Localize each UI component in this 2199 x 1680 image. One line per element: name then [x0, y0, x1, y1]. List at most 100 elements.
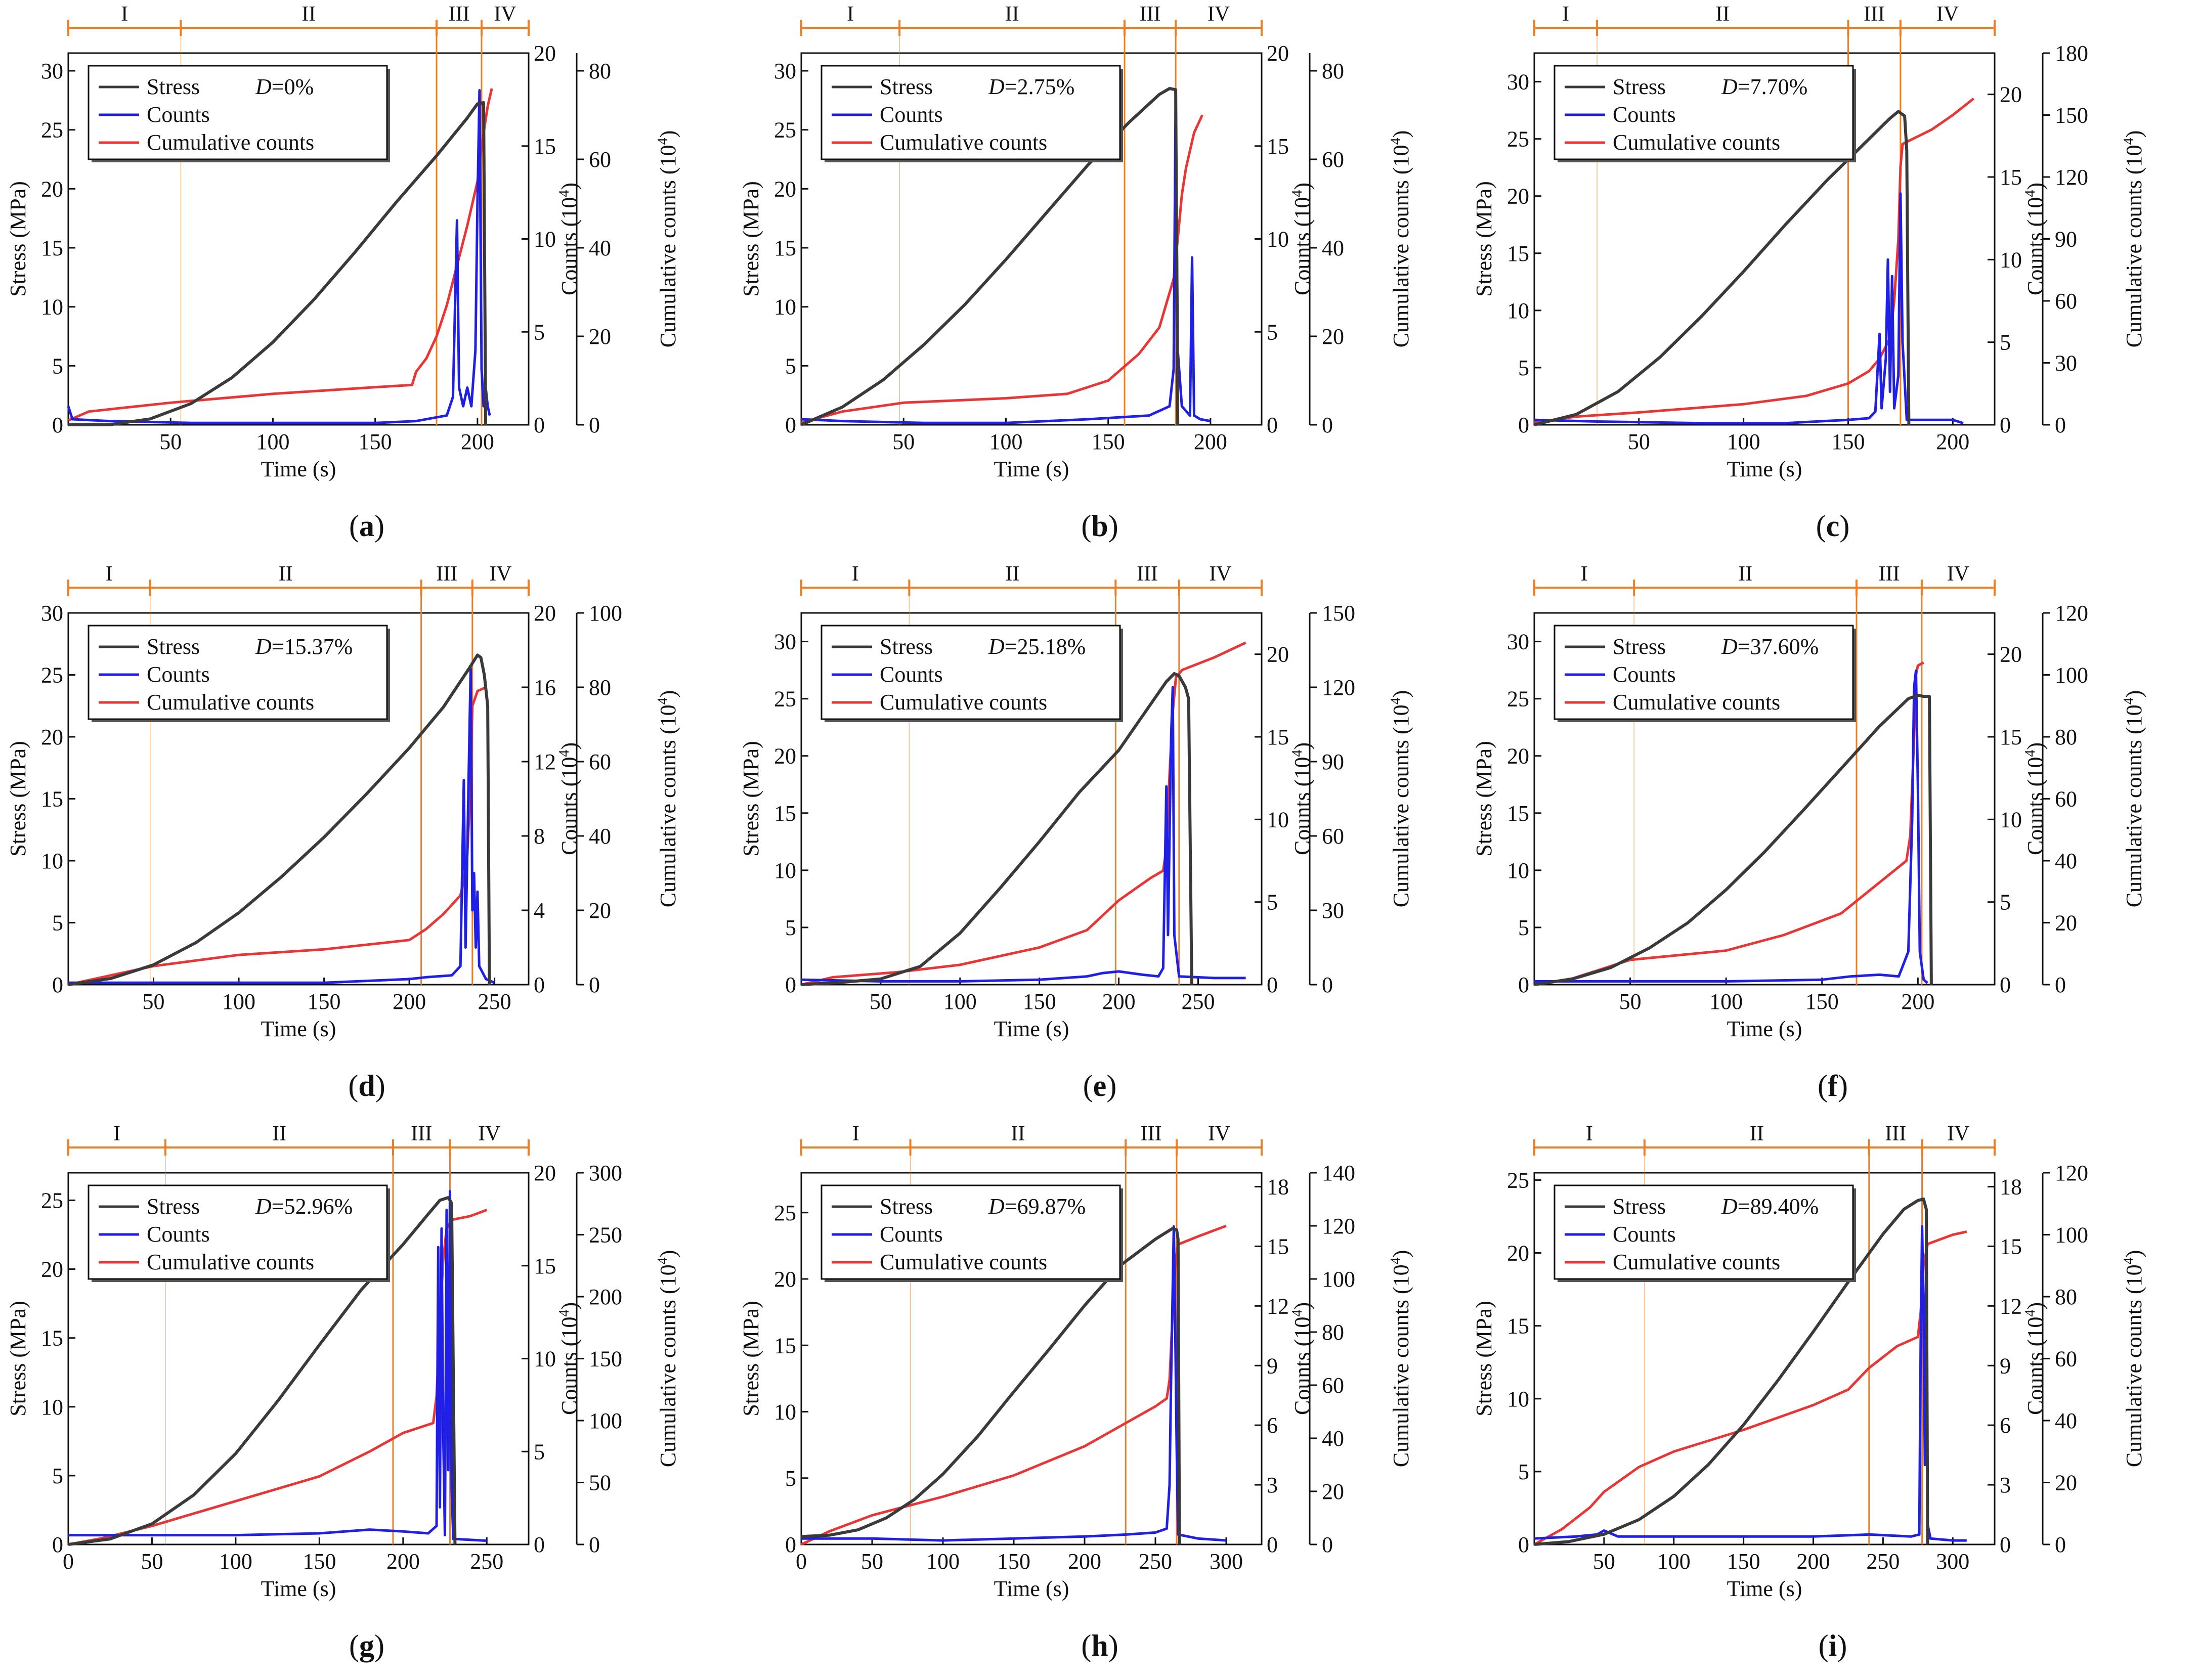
x-tick-label: 100 [989, 429, 1022, 454]
y-left-axis-title: Stress (MPa) [1472, 1301, 1496, 1417]
stage-label: I [847, 3, 854, 26]
y-right2-axis-title-close: ) [2122, 690, 2146, 698]
panel-label-close: ) [374, 509, 384, 543]
y-right1-axis-title-text: Counts (10 [1290, 757, 1315, 855]
y-right1-tick-label: 15 [2000, 725, 2022, 749]
x-axis-title: Time (s) [1727, 1576, 1802, 1601]
y-left-tick-label: 25 [774, 687, 796, 712]
y-right2-tick-label: 120 [1322, 1214, 1355, 1239]
panel-label-open: ( [1081, 509, 1091, 543]
stage-label: II [301, 3, 316, 26]
y-right2-tick-label: 150 [2055, 103, 2088, 128]
y-left-tick-label: 25 [774, 118, 796, 143]
y-right2-tick-label: 40 [2055, 1408, 2077, 1433]
y-right1-axis-title-close: ) [1290, 742, 1315, 750]
y-left-tick-label: 30 [1507, 630, 1529, 654]
stage-label: III [1864, 3, 1885, 26]
y-right2-axis-title: Cumulative counts (104) [1388, 690, 1413, 908]
panel-label-close: ) [1108, 509, 1118, 543]
legend-d-number: =2.75% [1005, 74, 1074, 99]
x-tick-label: 50 [159, 429, 182, 454]
y-left-tick-label: 5 [52, 353, 63, 378]
y-left-tick-label: 20 [774, 176, 796, 201]
panel-label-close: ) [374, 1629, 384, 1662]
y-right2-tick-label: 90 [1322, 749, 1344, 774]
x-tick-label: 200 [386, 1549, 420, 1574]
y-left-tick-label: 15 [774, 801, 796, 826]
y-right1-tick-label: 0 [2000, 413, 2011, 437]
stage-label: III [449, 3, 470, 26]
y-right2-tick-label: 180 [2055, 41, 2088, 66]
counts-line [801, 89, 1211, 424]
y-left-axis-title: Stress (MPa) [6, 1301, 30, 1417]
y-right2-tick-label: 150 [1322, 601, 1355, 626]
y-right1-axis-title: Counts (104) [2022, 742, 2048, 855]
y-right1-tick-label: 10 [1267, 227, 1289, 252]
y-right1-tick-label: 5 [1267, 320, 1278, 344]
y-right2-tick-label: 20 [2055, 911, 2077, 936]
y-left-tick-label: 15 [1507, 241, 1529, 266]
panel-label-close: ) [1837, 1629, 1847, 1662]
y-left-tick-label: 25 [774, 1201, 796, 1225]
y-right2-tick-label: 0 [1322, 972, 1333, 997]
y-right2-tick-label: 140 [1322, 1161, 1355, 1185]
cumulative-counts-line [801, 114, 1203, 424]
y-right2-axis-title: Cumulative counts (104) [655, 130, 680, 348]
panel-h: I II III IV 0 50 100 150 200 250 300 Time (s) 0 5 10 15… [733, 1120, 1466, 1679]
legend-d-value: D=15.37% [255, 634, 353, 659]
legend-d-symbol: D [988, 74, 1005, 99]
stress-line [1534, 1197, 1929, 1546]
y-right2-axis-title-text: Cumulative counts (10 [2122, 145, 2146, 347]
legend-d-number: =7.70% [1738, 74, 1807, 99]
legend-cumulative-label: Cumulative counts [147, 690, 314, 715]
x-axis-title: Time (s) [261, 457, 336, 481]
legend-counts-label: Counts [1613, 102, 1676, 127]
x-axis-title: Time (s) [994, 1016, 1069, 1041]
legend-d-symbol: D [255, 74, 272, 99]
y-right1-tick-label: 3 [1267, 1473, 1278, 1497]
y-left-tick-label: 5 [1518, 1460, 1529, 1484]
y-right2-tick-label: 80 [2055, 1285, 2077, 1309]
y-right1-tick-label: 0 [2000, 972, 2011, 997]
panel-label-letter: a [359, 509, 374, 543]
panel-label: (c) [1816, 509, 1850, 543]
y-left-tick-label: 30 [774, 59, 796, 83]
y-left-tick-label: 20 [774, 1267, 796, 1292]
y-right1-axis-title-text: Counts (10 [2023, 757, 2048, 855]
x-tick-label: 50 [1593, 1549, 1615, 1574]
y-left-axis-title: Stress (MPa) [6, 181, 30, 297]
legend-d-value: D=52.96% [255, 1194, 353, 1219]
y-right1-tick-label: 0 [1267, 413, 1278, 437]
legend-cumulative-label: Cumulative counts [880, 1250, 1047, 1274]
legend-stress-label: Stress [147, 634, 200, 659]
y-right1-tick-label: 5 [1267, 890, 1278, 915]
stress-line [801, 1227, 1181, 1545]
stage-label: II [1005, 562, 1019, 586]
y-right1-axis-title-close: ) [1290, 183, 1315, 190]
legend-counts-label: Counts [147, 102, 210, 127]
panel-label: (d) [348, 1069, 385, 1102]
y-left-tick-label: 10 [774, 295, 796, 320]
stage-label: I [113, 1122, 120, 1145]
y-left-tick-label: 15 [41, 787, 63, 812]
x-tick-label: 150 [303, 1549, 336, 1574]
y-right1-tick-label: 10 [2000, 247, 2022, 272]
x-tick-label: 200 [1797, 1549, 1830, 1574]
plot-frame [1533, 52, 1996, 426]
panel-label-letter: d [358, 1069, 375, 1102]
y-right2-tick-label: 0 [2055, 1532, 2066, 1557]
y-left-tick-label: 5 [52, 1464, 63, 1488]
stage-label: IV [1208, 1122, 1230, 1145]
legend-counts-label: Counts [880, 662, 943, 687]
y-right1-axis-title-exponent: 4 [2022, 1310, 2038, 1317]
stress-line [1534, 110, 1911, 426]
legend-counts-label: Counts [147, 662, 210, 687]
y-right2-tick-label: 60 [589, 749, 611, 774]
